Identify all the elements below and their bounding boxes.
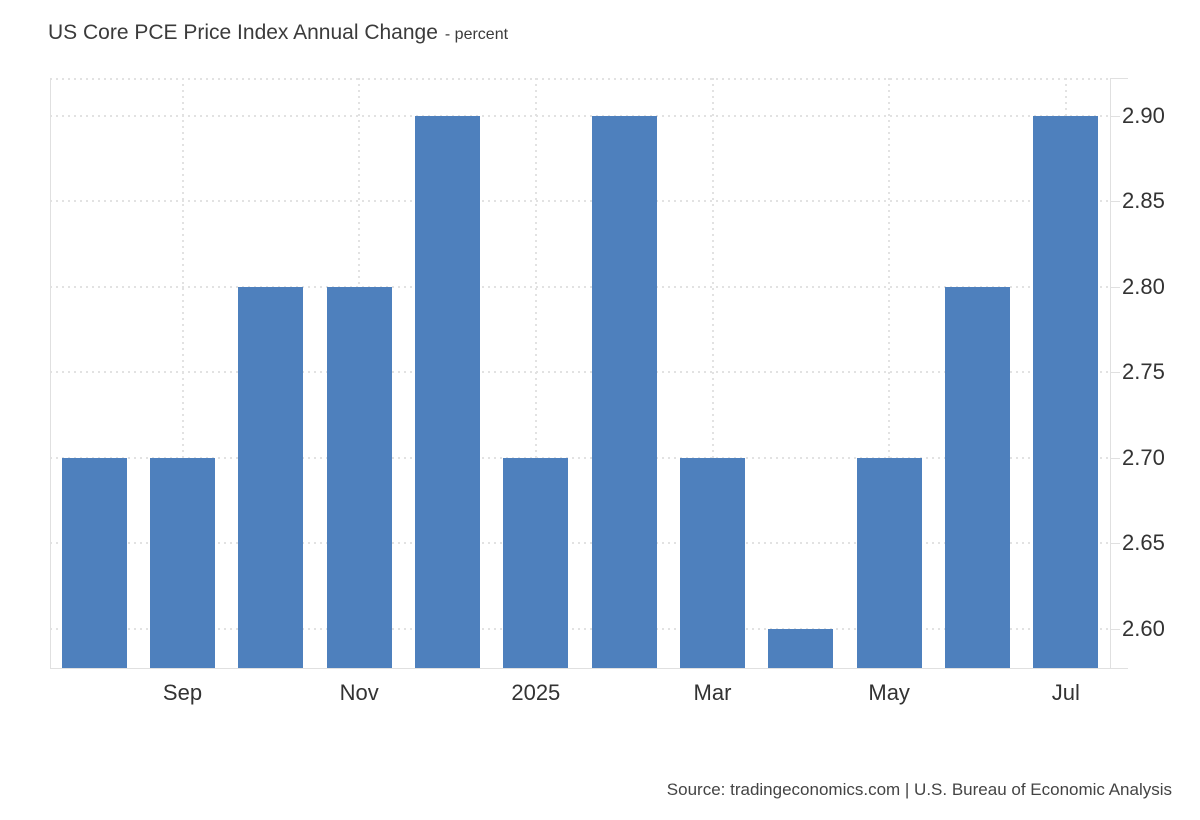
h-gridline [50,627,1110,630]
bar[interactable] [680,457,745,668]
x-axis-label: May [868,680,910,705]
bar[interactable] [238,286,304,668]
x-axis-label: 2025 [511,680,561,705]
plot-area: 2.60 2.65 2.70 2.75 2.80 2.85 2.90 Sep Nov 2025 Ma… [50,78,1165,705]
x-axis-label: Mar [693,680,732,705]
h-gridline [50,114,1110,117]
chart-subtitle: - percent [444,26,509,43]
v-gridline [534,78,537,668]
x-axis-label: Sep [162,680,203,705]
h-gridline [50,456,1110,459]
v-gridline [711,78,714,668]
y-axis-label: 2.80 [1122,273,1165,299]
bar[interactable] [1033,115,1099,668]
y-axis-tick [1110,286,1120,288]
y-axis-tick [1110,115,1120,117]
y-axis-top-tick [1110,78,1128,79]
x-axis-line [50,668,1128,669]
v-gridline [181,78,184,668]
y-axis-tick [1110,372,1120,374]
bar[interactable] [503,457,569,668]
plot-top-border [50,78,1110,80]
x-axis-label: Nov [339,680,379,705]
y-axis-label: 2.75 [1122,359,1165,385]
y-axis-tick [1110,201,1120,203]
y-axis-left-line [50,78,51,668]
y-axis-tick [1110,543,1120,545]
bar[interactable] [150,457,215,668]
h-gridline [50,371,1110,374]
bar[interactable] [945,286,1010,668]
y-axis-label: 2.65 [1122,530,1165,556]
chart-title-text: US Core PCE Price Index Annual Change [48,21,438,44]
y-axis-label: 2.90 [1122,102,1165,128]
h-gridline [50,200,1110,203]
bar[interactable] [415,115,480,668]
bar[interactable] [591,115,657,668]
y-axis-tick [1110,628,1120,630]
y-axis-label: 2.60 [1122,615,1165,641]
bar[interactable] [61,457,127,668]
y-axis-label: 2.70 [1122,444,1165,470]
h-gridline [50,285,1110,288]
bar[interactable] [326,286,392,668]
y-axis-tick [1110,457,1120,459]
h-gridline [50,542,1110,545]
y-axis-label: 2.85 [1122,188,1165,214]
chart-title: US Core PCE Price Index Annual Change - p… [48,21,508,45]
source-attribution: Source: tradingeconomics.com | U.S. Bure… [666,780,1172,799]
v-gridline [888,78,891,668]
x-axis-label: Jul [1051,680,1080,705]
bar[interactable] [768,628,834,668]
bar[interactable] [856,457,922,668]
